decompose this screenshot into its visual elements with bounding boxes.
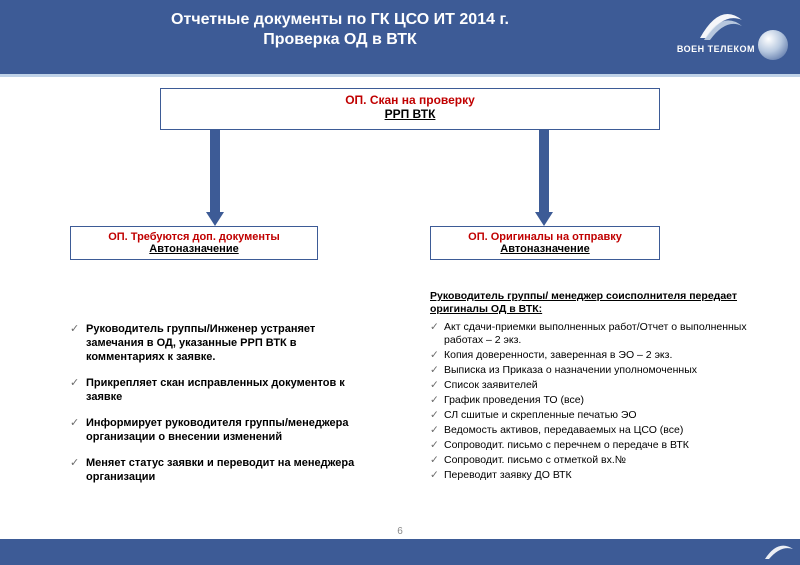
- left-bullet-list: Руководитель группы/Инженер устраняет за…: [70, 316, 360, 490]
- right-node-line1: ОП. Оригиналы на отправку: [433, 231, 657, 243]
- title-line1: Отчетные документы по ГК ЦСО ИТ 2014 г.: [60, 10, 620, 30]
- left-node-line2: Автоназначение: [73, 243, 315, 255]
- page-number: 6: [0, 526, 800, 537]
- globe-icon: [758, 30, 788, 60]
- list-item: График проведения ТО (все): [430, 393, 760, 408]
- right-node: ОП. Оригиналы на отправку Автоназначение: [430, 226, 660, 260]
- list-item: Информирует руководителя группы/менеджер…: [70, 410, 360, 450]
- list-item: Список заявителей: [430, 378, 760, 393]
- logo-swoosh-icon: [698, 8, 744, 44]
- list-item: Прикрепляет скан исправленных документов…: [70, 370, 360, 410]
- list-item: Сопроводит. письмо с перечнем о передаче…: [430, 438, 760, 453]
- list-item: Переводит заявку ДО ВТК: [430, 468, 760, 483]
- top-node: ОП. Скан на проверку РРП ВТК: [160, 88, 660, 130]
- list-item: СЛ сшитые и скрепленные печатью ЭО: [430, 408, 760, 423]
- left-node-line1: ОП. Требуются доп. документы: [73, 231, 315, 243]
- arrow-left: [206, 130, 224, 226]
- left-node: ОП. Требуются доп. документы Автоназначе…: [70, 226, 318, 260]
- right-node-line2: Автоназначение: [433, 243, 657, 255]
- list-item: Ведомость активов, передаваемых на ЦСО (…: [430, 423, 760, 438]
- right-heading: Руководитель группы/ менеджер соисполнит…: [430, 290, 760, 316]
- list-item: Сопроводит. письмо с отметкой вх.№: [430, 453, 760, 468]
- list-item: Выписка из Приказа о назначении уполномо…: [430, 363, 760, 378]
- footer-swoosh-icon: [764, 542, 794, 562]
- arrow-right: [535, 130, 553, 226]
- list-item: Копия доверенности, заверенная в ЭО – 2 …: [430, 348, 760, 363]
- right-bullet-list: Руководитель группы/ менеджер соисполнит…: [430, 290, 760, 483]
- list-item: Акт сдачи-приемки выполненных работ/Отче…: [430, 320, 760, 348]
- logo-text: ВОЕН ТЕЛЕКОМ: [677, 44, 755, 54]
- page-title: Отчетные документы по ГК ЦСО ИТ 2014 г. …: [60, 10, 620, 50]
- logo: ВОЕН ТЕЛЕКОМ: [660, 6, 790, 66]
- top-node-line2: РРП ВТК: [161, 107, 659, 121]
- footer-band: [0, 539, 800, 565]
- list-item: Руководитель группы/Инженер устраняет за…: [70, 316, 360, 370]
- list-item: Меняет статус заявки и переводит на мене…: [70, 450, 360, 490]
- top-node-line1: ОП. Скан на проверку: [161, 93, 659, 107]
- title-line2: Проверка ОД в ВТК: [60, 30, 620, 50]
